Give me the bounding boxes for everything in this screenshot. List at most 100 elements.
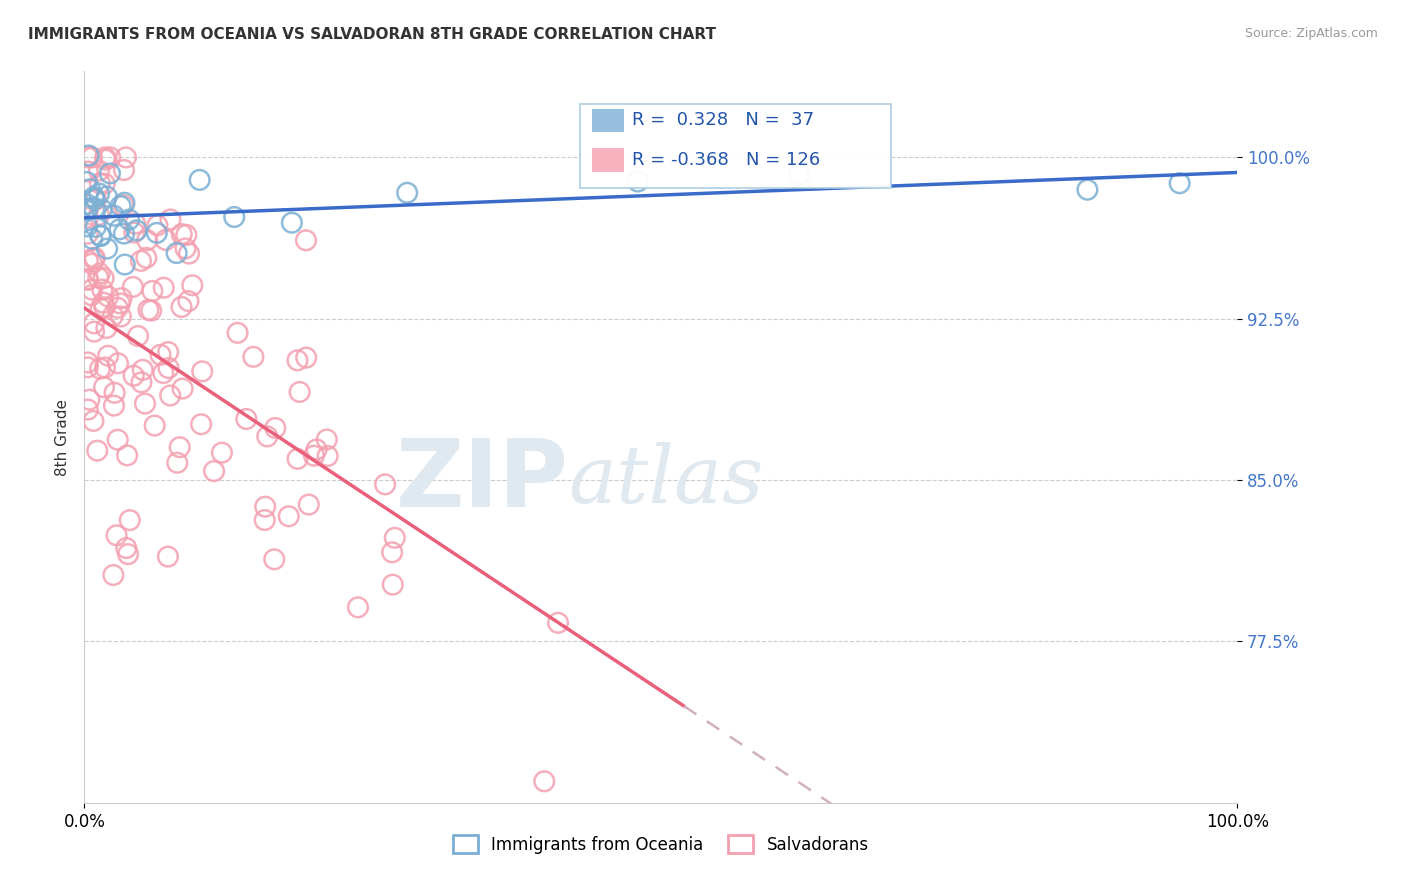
Point [87,270,110,285]
Point [80,257,103,271]
Point [105,528,128,542]
Point [118,513,141,527]
Text: Source: ZipAtlas.com: Source: ZipAtlas.com [1244,27,1378,40]
Text: IMMIGRANTS FROM OCEANIA VS SALVADORAN 8TH GRADE CORRELATION CHART: IMMIGRANTS FROM OCEANIA VS SALVADORAN 8T… [28,27,716,42]
Point [90,301,112,316]
Point [84,219,107,234]
Point [110,310,132,324]
Legend: Immigrants from Oceania, Salvadorans: Immigrants from Oceania, Salvadorans [446,829,876,860]
Point [157,361,180,376]
Point [76,355,98,369]
Point [76,164,98,178]
Point [384,531,406,545]
Point [93,295,115,310]
Point [80,283,103,297]
Point [104,385,127,400]
Point [141,284,163,298]
Point [112,163,135,178]
Point [159,212,181,227]
Point [76,202,98,217]
Point [302,449,325,463]
Point [90,229,112,244]
Text: R =  0.328   N =  37: R = 0.328 N = 37 [633,112,814,129]
Point [172,382,194,396]
Point [108,296,131,310]
Point [256,429,278,443]
Point [124,217,146,231]
Point [93,300,115,314]
Point [97,289,120,303]
Point [103,399,125,413]
Point [122,226,145,240]
Point [115,150,138,164]
Point [110,291,132,305]
Point [86,443,108,458]
Point [253,513,276,527]
Point [79,392,101,407]
Point [115,541,138,555]
Point [97,349,120,363]
Point [114,258,136,272]
Point [263,552,285,566]
Point [533,774,555,789]
Point [1076,183,1098,197]
Point [103,209,125,223]
Point [82,414,104,428]
Point [103,568,125,582]
Point [76,197,98,211]
Point [76,175,98,189]
Point [112,198,135,212]
Point [166,456,188,470]
Point [90,202,112,217]
Point [146,226,169,240]
Point [315,433,337,447]
Point [114,195,136,210]
Point [305,442,328,457]
FancyBboxPatch shape [581,104,891,188]
Point [132,363,155,377]
Point [112,227,135,241]
Point [76,202,98,216]
Point [188,173,211,187]
Point [131,376,153,390]
Point [143,418,166,433]
Point [170,300,193,314]
Point [83,190,105,204]
Point [287,353,309,368]
Point [76,272,98,286]
Point [76,211,98,225]
Point [547,615,569,630]
Point [287,451,309,466]
Point [169,440,191,454]
Point [181,278,204,293]
Point [122,368,145,383]
Point [396,186,419,200]
Point [295,351,318,365]
Point [94,153,117,167]
Point [76,273,98,287]
Point [83,252,105,267]
Point [80,288,103,302]
Point [191,364,214,378]
Point [110,199,132,213]
Text: R = -0.368   N = 126: R = -0.368 N = 126 [633,151,820,169]
Point [87,208,110,222]
FancyBboxPatch shape [592,148,624,171]
Point [89,267,111,281]
Point [94,150,117,164]
Point [76,360,98,375]
Point [281,216,304,230]
Point [117,547,139,561]
Point [277,509,299,524]
Point [89,361,111,376]
Point [298,498,321,512]
Point [170,227,193,241]
Point [94,360,117,375]
Point [96,242,118,256]
Point [91,283,114,297]
Point [80,150,103,164]
Point [76,402,98,417]
Point [190,417,212,432]
Point [93,177,115,191]
Text: ZIP: ZIP [395,435,568,527]
